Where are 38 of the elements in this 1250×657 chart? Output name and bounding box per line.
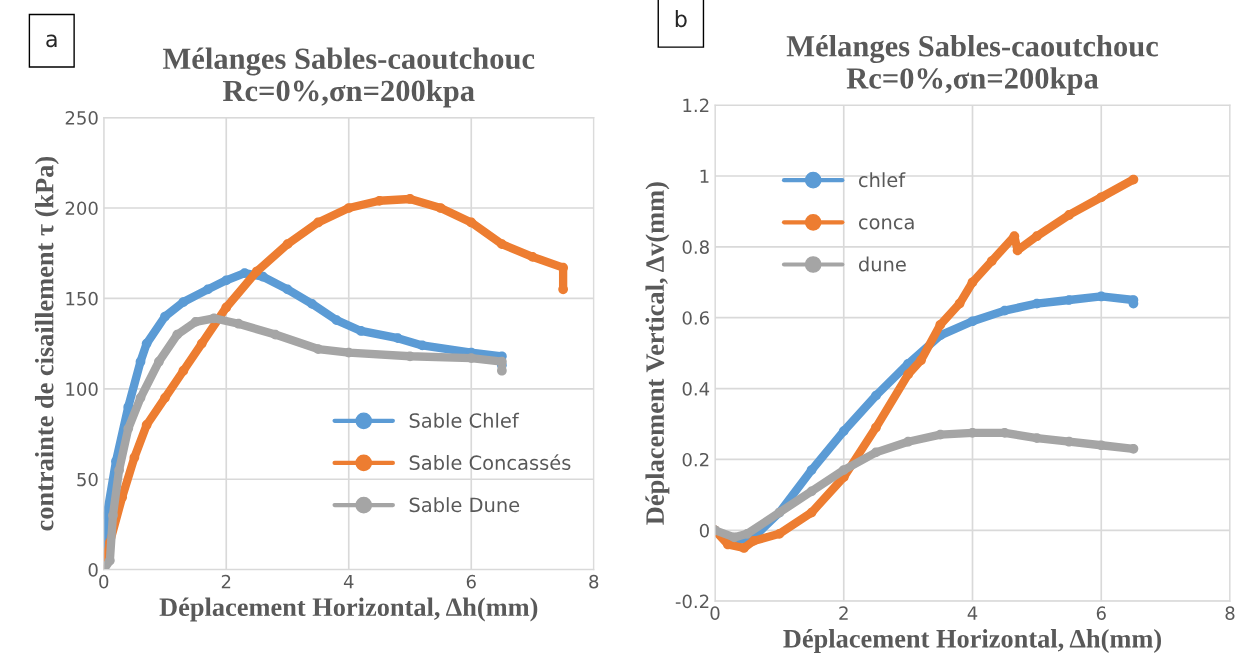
y-tick-label: -0.2: [675, 594, 709, 609]
x-axis-title: Déplacement Horizontal, Δh(mm): [159, 597, 538, 622]
legend-label: Sable Concassés: [409, 454, 571, 471]
x-tick-label: 8: [1225, 606, 1235, 620]
y-tick-label: 0.8: [682, 240, 709, 254]
chart-title: Mélanges Sables-caoutchouc Rc=0%,σn=200kpa: [786, 35, 1159, 95]
x-axis-title: Déplacement Horizontal, Δh(mm): [783, 629, 1161, 653]
y-tick-label: 0.2: [682, 452, 709, 467]
x-tick-label: 0: [710, 606, 720, 620]
y-axis-title: contrainte de cisaillement τ (kPa): [34, 156, 59, 531]
x-tick-label: 2: [839, 606, 848, 620]
text: a: [46, 34, 57, 48]
y-tick-label: 200: [65, 201, 98, 216]
y-axis-title: Déplacement Vertical, Δv(mm): [645, 182, 670, 525]
y-tick-label: 0.6: [682, 311, 709, 325]
legend-label: Sable Dune: [409, 497, 520, 513]
x-tick-label: 6: [466, 574, 476, 589]
chart-title: Mélanges Sables-caoutchouc Rc=0%,σn=200kpa: [162, 47, 535, 108]
x-tick-label: 4: [967, 606, 978, 620]
legend-label: dune: [858, 256, 906, 272]
y-tick-label: 50: [77, 472, 98, 487]
legend-label: Sable Chlef: [409, 412, 520, 428]
legend-label: conca: [858, 218, 914, 230]
y-tick-label: 1: [700, 169, 709, 183]
x-tick-label: 0: [99, 574, 109, 589]
y-tick-label: 150: [66, 291, 98, 306]
y-tick-label: 0: [88, 563, 98, 577]
x-tick-label: 6: [1096, 606, 1106, 620]
y-tick-label: 0.4: [682, 382, 710, 396]
y-tick-label: 250: [65, 111, 98, 125]
x-tick-label: 2: [221, 574, 231, 589]
x-tick-label: 4: [343, 575, 354, 589]
y-tick-label: 100: [66, 382, 98, 396]
x-tick-label: 8: [589, 574, 599, 589]
legend-label: chlef: [858, 172, 906, 188]
text: b: [675, 10, 687, 28]
y-tick-label: 1.2: [683, 98, 709, 112]
y-tick-label: 0: [699, 523, 709, 538]
